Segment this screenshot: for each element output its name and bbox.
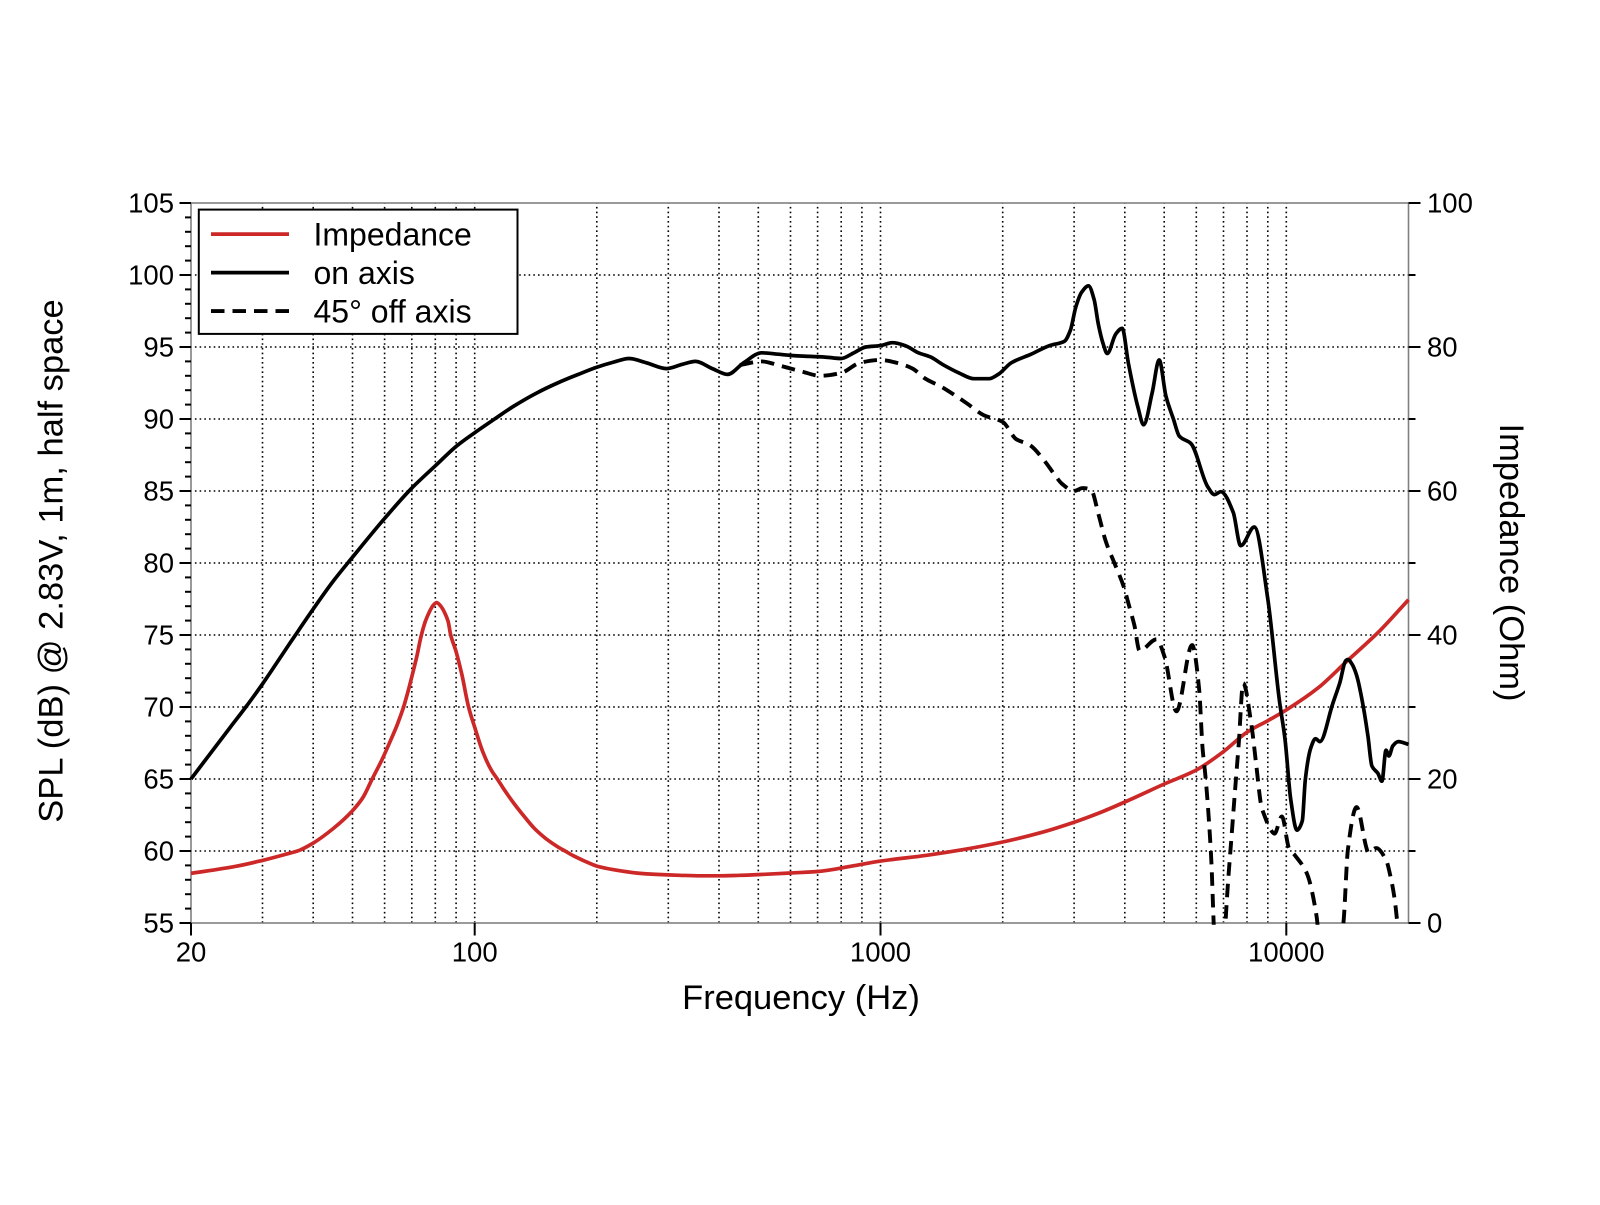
svg-text:100: 100	[1427, 188, 1473, 219]
svg-text:1000: 1000	[850, 937, 911, 968]
svg-text:0: 0	[1427, 908, 1442, 939]
svg-text:70: 70	[143, 692, 174, 723]
svg-text:80: 80	[1427, 332, 1458, 363]
svg-text:20: 20	[176, 937, 207, 968]
svg-text:105: 105	[128, 188, 174, 219]
svg-text:Impedance: Impedance	[314, 216, 472, 252]
svg-text:100: 100	[128, 260, 174, 291]
svg-text:95: 95	[143, 332, 174, 363]
svg-text:80: 80	[143, 548, 174, 579]
svg-text:20: 20	[1427, 764, 1458, 795]
svg-text:65: 65	[143, 764, 174, 795]
svg-text:45° off axis: 45° off axis	[314, 293, 472, 329]
svg-text:55: 55	[143, 908, 174, 939]
svg-text:60: 60	[1427, 476, 1458, 507]
svg-text:SPL (dB) @ 2.83V, 1m, half spa: SPL (dB) @ 2.83V, 1m, half space	[33, 299, 71, 822]
svg-text:40: 40	[1427, 620, 1458, 651]
svg-text:75: 75	[143, 620, 174, 651]
svg-text:Impedance (Ohm): Impedance (Ohm)	[1492, 423, 1530, 701]
svg-text:90: 90	[143, 404, 174, 435]
svg-text:10000: 10000	[1248, 937, 1324, 968]
svg-text:Frequency (Hz): Frequency (Hz)	[682, 979, 920, 1017]
svg-text:60: 60	[143, 836, 174, 867]
svg-text:85: 85	[143, 476, 174, 507]
svg-text:100: 100	[452, 937, 498, 968]
svg-text:on axis: on axis	[314, 255, 415, 291]
